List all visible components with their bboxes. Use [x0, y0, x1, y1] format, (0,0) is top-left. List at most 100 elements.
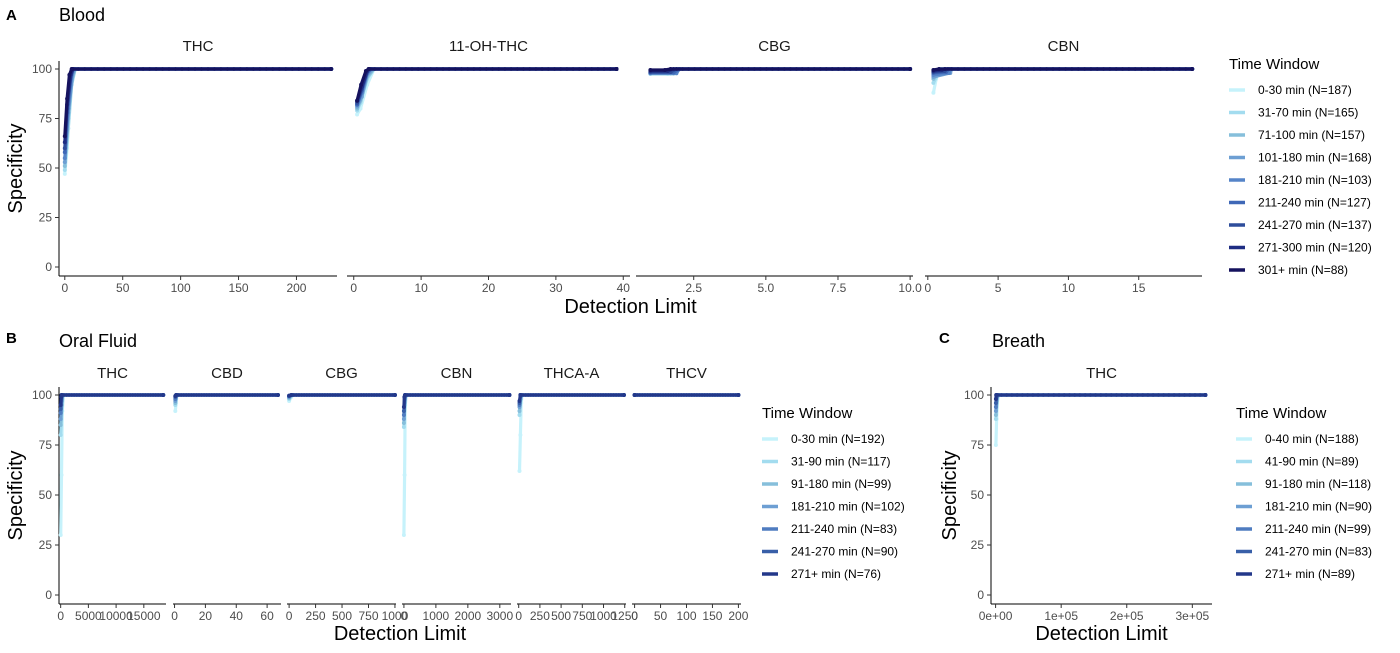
plateau-point	[710, 393, 715, 397]
series-line-1	[402, 393, 510, 536]
series-line-2	[994, 393, 1206, 420]
plateau-point	[153, 393, 158, 397]
x-tick-label: 1000	[423, 609, 450, 623]
plateau-point	[1083, 393, 1087, 397]
plateau-point	[1130, 393, 1134, 397]
x-tick-label: 100	[676, 609, 696, 623]
legend-entry-label: 241-270 min (N=90)	[791, 545, 898, 559]
plateau-point	[505, 393, 509, 397]
facet-strip-label: CBN	[1048, 38, 1080, 55]
series-line-7	[355, 67, 617, 104]
x-tick-label: 40	[230, 609, 244, 623]
series-line-3	[355, 67, 617, 110]
plateau-point	[299, 393, 304, 397]
x-tick-label: 2.5	[685, 281, 702, 295]
x-tick-label: 3e+05	[1175, 609, 1209, 623]
series-line-5	[355, 67, 617, 106]
x-tick-label: 10	[414, 281, 428, 295]
plateau-point	[447, 393, 452, 397]
plateau-point	[679, 393, 684, 397]
plateau-point	[632, 393, 637, 397]
plateau-point	[1158, 67, 1163, 71]
plateau-point	[1190, 67, 1194, 71]
plateau-point	[173, 67, 178, 71]
plateau-point	[788, 67, 793, 71]
plateau-point	[404, 67, 408, 71]
plateau-point	[507, 393, 512, 397]
plateau-point	[151, 393, 155, 397]
plateau-point	[128, 393, 132, 397]
plateau-point	[770, 67, 775, 71]
plateau-point	[403, 393, 407, 397]
facet-strip-label: THC	[1086, 365, 1117, 382]
plateau-point	[494, 393, 499, 397]
plateau-point	[1193, 393, 1197, 397]
x-tick-label: 7.5	[830, 281, 847, 295]
plateau-point	[1036, 393, 1040, 397]
plateau-point	[536, 393, 541, 397]
legend-entry-label: 0-30 min (N=187)	[1258, 83, 1352, 97]
facet-strip-label: THCV	[666, 365, 707, 382]
legend-entry-label: 91-180 min (N=99)	[791, 477, 891, 491]
x-tick-label: 0e+00	[979, 609, 1013, 623]
plateau-point	[1109, 393, 1114, 397]
data-point	[58, 407, 63, 411]
series-line-1	[931, 67, 1193, 94]
x-tick-label: 1250	[611, 609, 638, 623]
plateau-point	[619, 393, 624, 397]
plateau-point	[684, 393, 689, 397]
plateau-point	[445, 393, 449, 397]
plateau-point	[687, 393, 691, 397]
plateau-point	[878, 67, 882, 71]
data-point	[931, 68, 936, 72]
plateau-point	[1104, 393, 1108, 397]
plateau-point	[643, 393, 647, 397]
series-line-5	[402, 393, 510, 416]
plateau-point	[416, 67, 421, 71]
plateau-point	[509, 67, 513, 71]
plateau-point	[489, 393, 493, 397]
plateau-point	[161, 393, 165, 397]
plateau-point	[217, 393, 222, 397]
plateau-point	[336, 393, 340, 397]
y-tick-label: 25	[39, 538, 53, 552]
plateau-point	[1135, 393, 1140, 397]
series-line-3	[994, 393, 1206, 416]
plateau-point	[372, 393, 377, 397]
plateau-point	[120, 393, 125, 397]
series-line-4	[59, 393, 164, 420]
data-point	[993, 413, 998, 417]
panel-label: C	[939, 330, 950, 347]
plateau-point	[1020, 393, 1025, 397]
plateau-point	[227, 393, 232, 397]
plateau-point	[866, 67, 870, 71]
plateau-point	[497, 393, 501, 397]
plateau-point	[220, 393, 224, 397]
plateau-point	[689, 393, 694, 397]
plateau-point	[596, 67, 600, 71]
y-tick-label: 0	[45, 260, 52, 274]
plateau-point	[305, 393, 309, 397]
plateau-point	[362, 393, 366, 397]
series-line-2	[517, 393, 624, 416]
plateau-point	[478, 67, 482, 71]
plateau-point	[243, 393, 247, 397]
plateau-point	[187, 393, 191, 397]
series-line-3	[402, 393, 510, 424]
plateau-point	[1010, 393, 1014, 397]
plateau-point	[602, 67, 606, 71]
plateau-point	[207, 393, 211, 397]
plateau-point	[333, 393, 338, 397]
plateau-point	[606, 393, 611, 397]
plateau-point	[154, 67, 158, 71]
plateau-point	[82, 67, 87, 71]
plateau-point	[661, 393, 665, 397]
plateau-point	[614, 393, 618, 397]
plateau-point	[160, 67, 165, 71]
plateau-point	[1062, 393, 1066, 397]
plateau-point	[76, 67, 80, 71]
plateau-point	[193, 67, 197, 71]
x-tick-label: 30	[549, 281, 563, 295]
plateau-point	[130, 393, 135, 397]
plateau-point	[534, 393, 538, 397]
